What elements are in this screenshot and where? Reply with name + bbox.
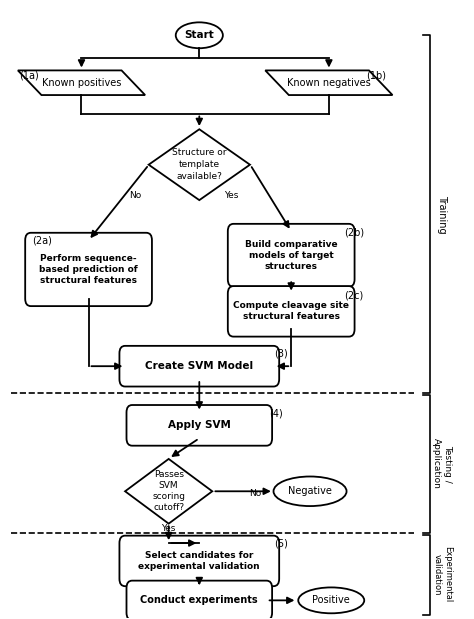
FancyBboxPatch shape xyxy=(119,346,279,386)
Polygon shape xyxy=(18,71,145,95)
FancyBboxPatch shape xyxy=(228,224,355,287)
Polygon shape xyxy=(125,459,212,524)
Text: Build comparative
models of target
structures: Build comparative models of target struc… xyxy=(245,240,337,271)
Text: (1b): (1b) xyxy=(366,71,387,81)
FancyBboxPatch shape xyxy=(127,405,272,446)
Text: (2b): (2b) xyxy=(345,227,365,238)
Text: Known positives: Known positives xyxy=(42,78,121,88)
Text: Select candidates for
experimental validation: Select candidates for experimental valid… xyxy=(138,551,260,571)
FancyBboxPatch shape xyxy=(127,581,272,619)
Text: Known negatives: Known negatives xyxy=(287,78,371,88)
FancyBboxPatch shape xyxy=(25,233,152,306)
Text: Yes: Yes xyxy=(224,191,238,200)
Text: Training: Training xyxy=(437,194,447,233)
Text: No: No xyxy=(129,191,142,200)
FancyBboxPatch shape xyxy=(228,286,355,337)
Text: Positive: Positive xyxy=(312,595,350,605)
Ellipse shape xyxy=(176,22,223,48)
Text: Conduct experiments: Conduct experiments xyxy=(140,595,258,605)
Text: Compute cleavage site
structural features: Compute cleavage site structural feature… xyxy=(233,301,349,321)
Text: Structure or
template
available?: Structure or template available? xyxy=(172,149,227,181)
FancyBboxPatch shape xyxy=(119,535,279,586)
Text: Start: Start xyxy=(184,30,214,40)
Text: Create SVM Model: Create SVM Model xyxy=(145,361,254,371)
Text: (4): (4) xyxy=(269,408,283,418)
Text: Testing /
Application: Testing / Application xyxy=(432,438,452,489)
Polygon shape xyxy=(265,71,392,95)
Text: No: No xyxy=(249,488,261,498)
Text: (1a): (1a) xyxy=(19,71,39,81)
Text: Passes
SVM
scoring
cutoff?: Passes SVM scoring cutoff? xyxy=(152,470,185,513)
Ellipse shape xyxy=(298,587,364,613)
Text: (2a): (2a) xyxy=(32,235,52,246)
Text: Negative: Negative xyxy=(288,487,332,496)
Text: Perform sequence-
based prediction of
structural features: Perform sequence- based prediction of st… xyxy=(39,254,138,285)
Text: Yes: Yes xyxy=(162,524,176,533)
Ellipse shape xyxy=(273,477,346,506)
Text: (5): (5) xyxy=(274,539,288,548)
Text: Experimental
validation: Experimental validation xyxy=(432,547,452,603)
Polygon shape xyxy=(149,129,250,200)
Text: Apply SVM: Apply SVM xyxy=(168,420,231,430)
Text: (3): (3) xyxy=(274,349,288,359)
Text: (2c): (2c) xyxy=(345,290,364,300)
